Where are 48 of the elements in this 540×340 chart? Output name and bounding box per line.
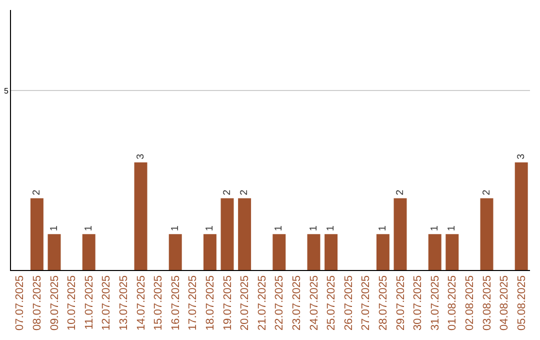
x-tick-label: 01.08.2025 xyxy=(446,275,459,330)
x-tick-label: 30.07.2025 xyxy=(412,275,424,330)
x-tick-label: 19.07.2025 xyxy=(222,275,234,330)
x-tick-label: 12.07.2025 xyxy=(100,275,113,330)
x-tick-label: 03.08.2025 xyxy=(481,275,494,330)
x-tick-label: 29.07.2025 xyxy=(394,275,407,330)
data-label: 2 xyxy=(394,189,406,196)
data-label: 2 xyxy=(481,189,492,196)
data-label: 1 xyxy=(83,225,94,232)
data-label: 1 xyxy=(377,225,388,232)
data-label: 1 xyxy=(308,225,320,232)
x-tick-label: 16.07.2025 xyxy=(170,275,182,330)
x-tick-label: 02.08.2025 xyxy=(464,275,476,330)
x-tick-label: 09.07.2025 xyxy=(48,275,61,330)
x-tick-label: 31.07.2025 xyxy=(429,275,442,330)
data-label: 3 xyxy=(135,153,146,160)
x-tick-label: 13.07.2025 xyxy=(118,275,130,330)
x-tick-label: 24.07.2025 xyxy=(308,275,320,330)
x-tick-label: 21.07.2025 xyxy=(256,275,268,330)
x-tick-label: 04.08.2025 xyxy=(498,275,511,330)
x-tick-label: 08.07.2025 xyxy=(32,275,44,330)
x-tick-label: 18.07.2025 xyxy=(204,275,217,330)
x-tick-label: 17.07.2025 xyxy=(187,275,200,330)
x-tick-label: 11.07.2025 xyxy=(83,275,96,330)
data-label: 1 xyxy=(429,225,440,232)
x-tick-label: 28.07.2025 xyxy=(378,275,390,330)
data-label: 1 xyxy=(326,225,337,232)
data-label: 1 xyxy=(170,225,181,232)
x-tick-label: 15.07.2025 xyxy=(152,275,165,330)
data-label: 2 xyxy=(222,189,233,196)
data-label: 3 xyxy=(516,153,527,160)
x-tick-label: 07.07.2025 xyxy=(14,275,26,330)
x-tick-label: 20.07.2025 xyxy=(239,275,252,330)
x-tick-label: 14.07.2025 xyxy=(135,275,148,330)
x-tick-label: 10.07.2025 xyxy=(66,275,78,330)
data-label: 1 xyxy=(446,225,458,232)
x-tick-label: 25.07.2025 xyxy=(326,275,338,330)
x-tick-label: 23.07.2025 xyxy=(291,275,304,330)
data-label: 2 xyxy=(31,189,42,196)
data-label: 1 xyxy=(48,225,60,232)
y-tick-label: 5 xyxy=(4,86,9,96)
x-tick-label: 26.07.2025 xyxy=(342,275,355,330)
data-label: 1 xyxy=(204,225,216,232)
x-tick-label: 05.08.2025 xyxy=(516,275,528,330)
x-tick-label: 27.07.2025 xyxy=(360,275,372,330)
data-label: 1 xyxy=(274,225,285,232)
data-label: 2 xyxy=(239,189,250,196)
x-tick-label: 22.07.2025 xyxy=(274,275,286,330)
